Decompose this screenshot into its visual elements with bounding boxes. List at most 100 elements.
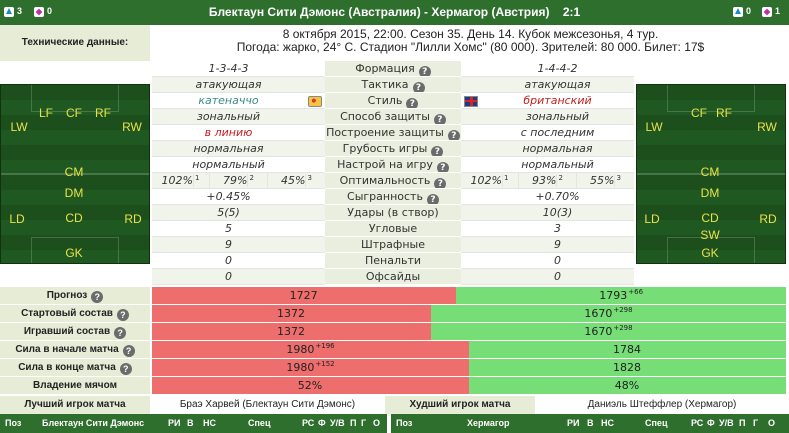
comparison-row: 5 Угловые 3 xyxy=(152,221,634,237)
home-formation-field: LW LF CF RF RW CM DM LD CD RD GK xyxy=(0,84,150,264)
away-team-name[interactable]: Хермагор xyxy=(431,5,489,19)
home-team-column[interactable]: Блектаун Сити Дэмонс xyxy=(42,418,145,428)
home-team-name[interactable]: Блектаун Сити Дэмонс xyxy=(208,5,346,19)
position-marker: CD xyxy=(701,211,719,225)
match-score: 2:1 xyxy=(562,5,581,19)
help-icon[interactable]: ? xyxy=(114,327,127,339)
help-icon[interactable]: ? xyxy=(434,178,447,188)
comparison-row: атакующая Тактика? атакующая xyxy=(152,77,634,93)
help-icon[interactable]: ? xyxy=(447,130,460,140)
match-title: Блектаун Сити Дэмонс (Австралия) - Херма… xyxy=(208,5,581,19)
worst-player-label: Худший игрок матча xyxy=(385,396,535,414)
comparison-row: 0 Пенальти 0 xyxy=(152,253,634,269)
comparison-row: катеначчо Стиль? британский xyxy=(152,93,634,109)
lineup-headers: Поз Блектаун Сити Дэмонс РИ В НС Спец РС… xyxy=(0,414,789,433)
comparison-row: +0.45% Сыгранность? +0.70% xyxy=(152,189,634,205)
comparison-row: 0 Офсайды 0 xyxy=(152,269,634,285)
strength-bar-row: Владение мячом 52% 48% xyxy=(0,377,789,395)
help-icon[interactable]: ? xyxy=(406,98,419,108)
tech-label: Технические данные: xyxy=(0,25,150,61)
position-marker: LF xyxy=(38,106,54,120)
comparison-table: 1-3-4-3 Формация? 1-4-4-2 атакующая Такт… xyxy=(152,61,634,285)
strength-bar-row: Стартовый состав? 1372 1670+298 xyxy=(0,305,789,323)
help-icon[interactable]: ? xyxy=(433,114,446,124)
away-bar: 1670+298 xyxy=(430,323,786,340)
comparison-row: нормальный Настрой на игру? нормальный xyxy=(152,157,634,173)
away-red-badge: 1 xyxy=(762,6,780,17)
home-bar: 1980+152 xyxy=(152,359,469,376)
away-bar: 1793+66 xyxy=(456,287,786,304)
home-bar: 1980+196 xyxy=(152,341,469,358)
tech-info: 8 октября 2015, 22:00. Сезон 35. День 14… xyxy=(236,27,705,54)
position-marker: SW xyxy=(700,228,720,242)
away-bar: 1784 xyxy=(469,341,786,358)
away-bar: 1670+298 xyxy=(430,305,786,322)
position-marker: CM xyxy=(64,165,84,179)
red-card-icon xyxy=(34,6,44,17)
home-bar: 1727 xyxy=(152,287,457,304)
comparison-row: 1-3-4-3 Формация? 1-4-4-2 xyxy=(152,61,634,77)
position-marker: GK xyxy=(65,246,83,260)
match-header: 3 0 Блектаун Сити Дэмонс (Австралия) - Х… xyxy=(0,0,789,25)
position-marker: LW xyxy=(645,120,663,134)
comparison-row: 9 Штрафные 9 xyxy=(152,237,634,253)
position-marker: DM xyxy=(64,186,84,200)
strength-bar-row: Сила в конце матча? 1980+152 1828 xyxy=(0,359,789,377)
substitution-icon xyxy=(4,6,14,17)
home-lineup-header: Поз Блектаун Сити Дэмонс РИ В НС Спец РС… xyxy=(0,414,387,433)
strength-bar-row: Игравший состав? 1372 1670+298 xyxy=(0,323,789,341)
comparison-row: в линию Построение защиты? с последним xyxy=(152,125,634,141)
help-icon[interactable]: ? xyxy=(119,363,132,375)
home-bar: 1372 xyxy=(152,323,431,340)
position-marker: RD xyxy=(759,212,777,226)
help-icon[interactable]: ? xyxy=(418,66,431,76)
away-bar: 48% xyxy=(469,377,786,394)
position-marker: GK xyxy=(701,246,719,260)
home-bar: 52% xyxy=(152,377,469,394)
away-team-column[interactable]: Хермагор xyxy=(467,418,510,428)
position-marker: RW xyxy=(757,120,777,134)
position-marker: CF xyxy=(691,106,707,120)
position-marker: LD xyxy=(9,212,25,226)
position-marker: LW xyxy=(10,120,28,134)
help-icon[interactable]: ? xyxy=(431,146,444,156)
away-subs-badge: 0 xyxy=(733,6,751,17)
comparison-row: зональный Способ защиты? зональный xyxy=(152,109,634,125)
position-marker: CM xyxy=(700,165,720,179)
help-icon[interactable]: ? xyxy=(426,194,439,204)
home-bar: 1372 xyxy=(152,305,431,322)
home-subs-badge: 3 xyxy=(4,6,22,17)
substitution-icon xyxy=(733,6,743,17)
help-icon[interactable]: ? xyxy=(436,162,449,172)
help-icon[interactable]: ? xyxy=(122,345,135,357)
position-marker: RD xyxy=(124,212,142,226)
comparison-row: нормальная Грубость игры? нормальная xyxy=(152,141,634,157)
position-marker: LD xyxy=(644,212,660,226)
strength-bar-row: Прогноз? 1727 1793+66 xyxy=(0,287,789,305)
pizza-icon xyxy=(308,96,322,107)
home-red-badge: 0 xyxy=(34,6,52,17)
comparison-row: 102% 1 79% 2 45% 3 Оптимальность? 102% 1 93%… xyxy=(152,173,634,189)
help-icon[interactable]: ? xyxy=(116,309,129,321)
red-card-icon xyxy=(762,6,772,17)
strength-bar-row: Сила в начале матча? 1980+196 1784 xyxy=(0,341,789,359)
help-icon[interactable]: ? xyxy=(91,291,104,303)
position-marker: CD xyxy=(65,211,83,225)
position-marker: RW xyxy=(122,120,142,134)
worst-player-link[interactable]: Даниэль Штеффлер (Хермагор) xyxy=(587,399,737,410)
position-marker: DM xyxy=(700,186,720,200)
away-lineup-header: Поз Хермагор РИ В НС Спец РС Ф У/В П Г О xyxy=(391,414,789,433)
strength-bars: Прогноз? 1727 1793+66 Стартовый состав? … xyxy=(0,287,789,395)
away-bar: 1828 xyxy=(469,359,786,376)
comparison-row: 5(5) Удары (в створ) 10(3) xyxy=(152,205,634,221)
position-marker: CF xyxy=(66,106,82,120)
away-formation-field: LW CF RF RW CM DM LD CD RD SW GK xyxy=(636,84,786,264)
position-marker: RF xyxy=(716,106,732,120)
help-icon[interactable]: ? xyxy=(412,82,425,92)
best-worst-row: Лучший игрок матча Браэ Харвей (Блектаун… xyxy=(0,396,789,414)
position-marker: RF xyxy=(95,106,111,120)
best-player-label: Лучший игрок матча xyxy=(0,396,150,414)
best-player-link[interactable]: Браэ Харвей (Блектаун Сити Дэмонс) xyxy=(179,399,356,410)
tech-data: Технические данные: 8 октября 2015, 22:0… xyxy=(0,25,789,61)
uk-flag-icon xyxy=(464,96,478,107)
